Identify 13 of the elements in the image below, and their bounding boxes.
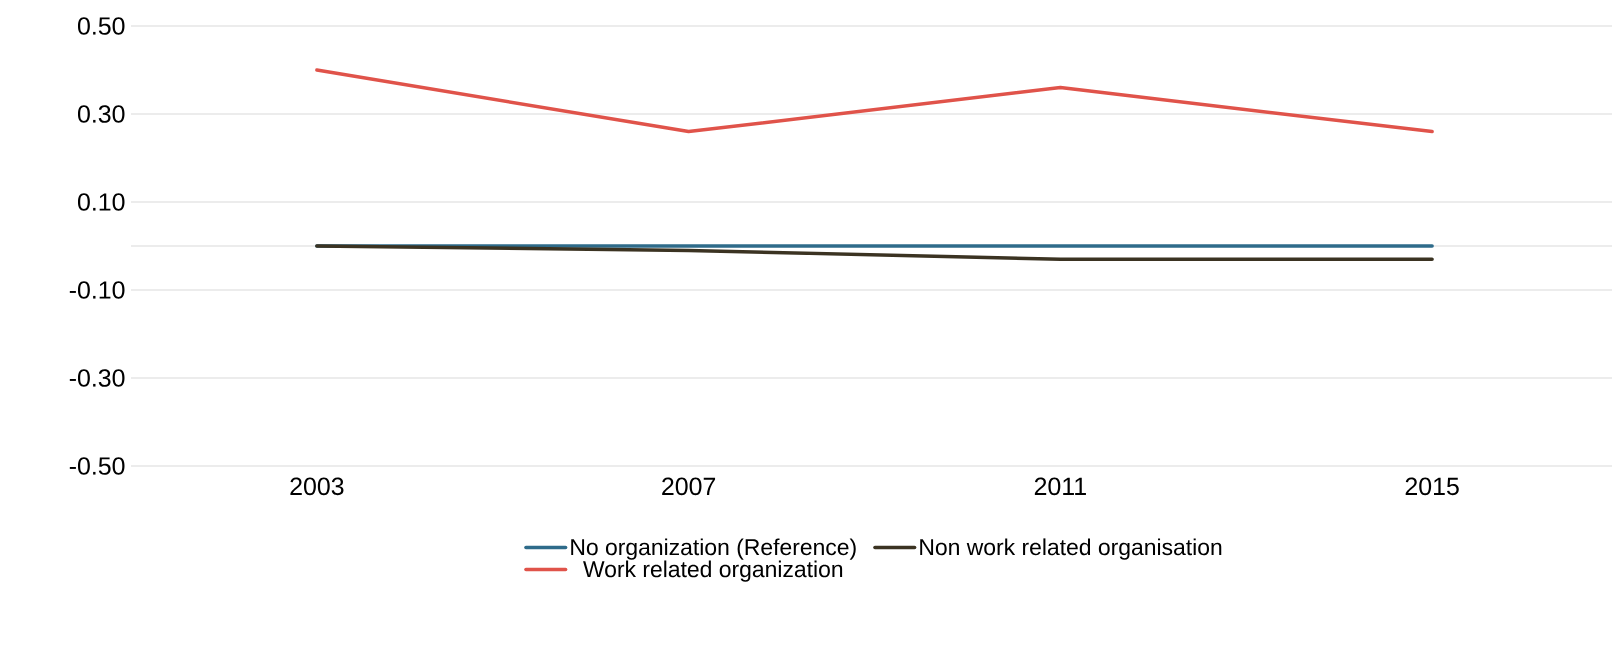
y-tick-label: -0.10 [69, 281, 125, 299]
legend-label: Non work related organisation [920, 538, 1222, 560]
y-tick-label: 0.10 [77, 193, 125, 211]
y-tick-label: 0.30 [77, 105, 125, 123]
x-tick-label: 2011 [1034, 477, 1086, 496]
x-tick-label: 2007 [662, 477, 716, 496]
y-tick-label: -0.30 [69, 369, 125, 387]
x-tick-label: 2003 [290, 477, 344, 496]
legend-label: Work related organization [583, 560, 843, 582]
y-tick-label: -0.50 [69, 457, 125, 475]
x-tick-label: 2015 [1405, 477, 1459, 496]
y-tick-label: 0.50 [77, 17, 125, 35]
legend-label: No organization (Reference) [571, 538, 856, 560]
